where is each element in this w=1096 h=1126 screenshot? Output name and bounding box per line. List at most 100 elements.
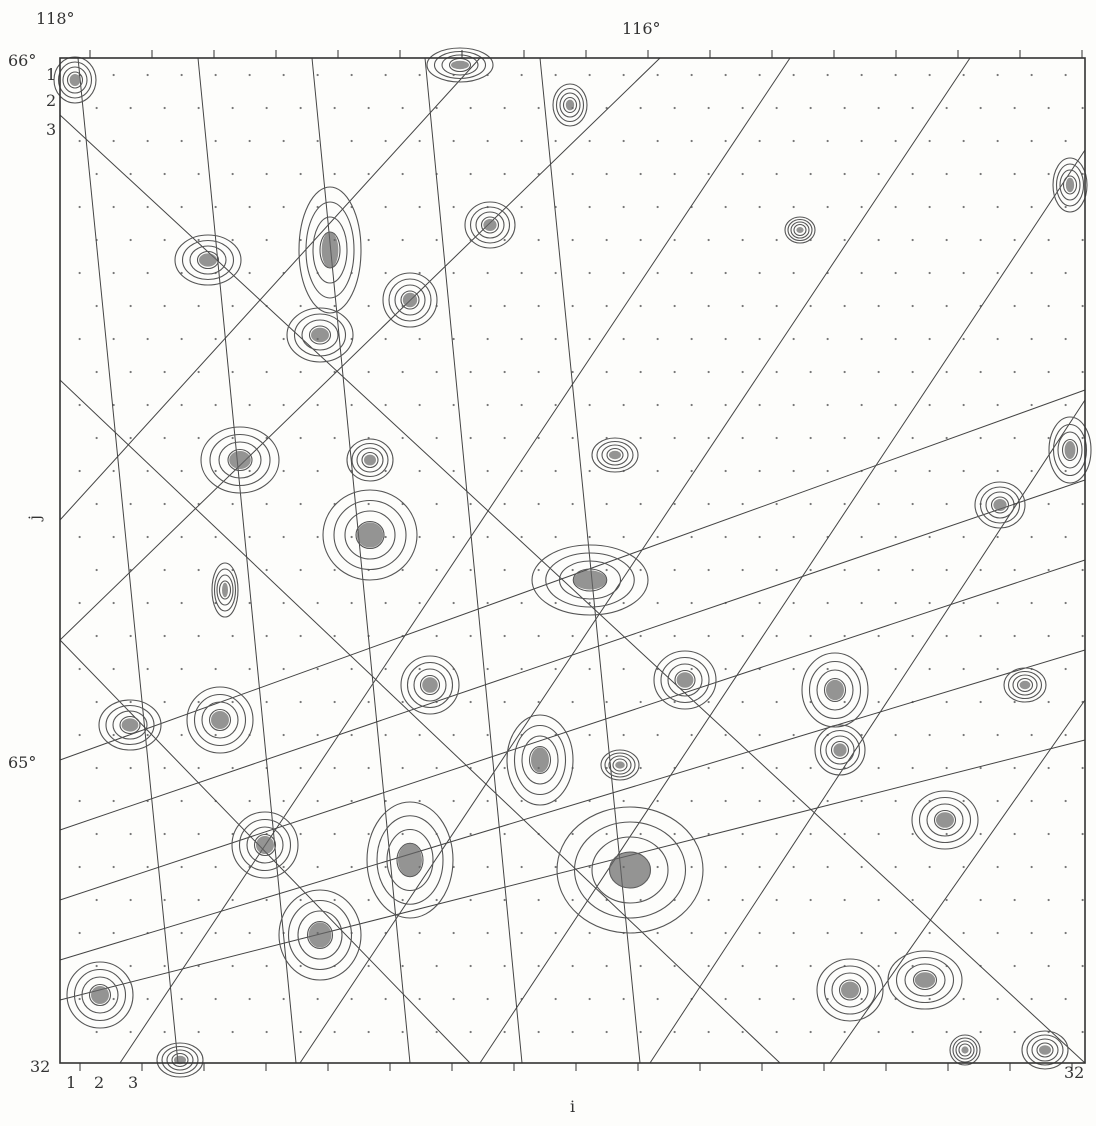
dot (283, 734, 285, 736)
dot (453, 800, 455, 802)
dot (504, 107, 506, 109)
dot (487, 272, 489, 274)
dot (266, 569, 268, 571)
dot (215, 470, 217, 472)
dot (572, 437, 574, 439)
dot (300, 635, 302, 637)
dot (147, 536, 149, 538)
dot (1031, 140, 1033, 142)
dot (1048, 899, 1050, 901)
dot (79, 404, 81, 406)
dot (1031, 272, 1033, 274)
dot (827, 206, 829, 208)
dot (555, 932, 557, 934)
dot (164, 833, 166, 835)
dot (793, 140, 795, 142)
dot (147, 404, 149, 406)
dot (657, 602, 659, 604)
dot (487, 734, 489, 736)
dot (963, 470, 965, 472)
dot (640, 635, 642, 637)
dot (844, 371, 846, 373)
dot (657, 74, 659, 76)
dot (742, 371, 744, 373)
dot (895, 470, 897, 472)
contour-core (403, 293, 417, 307)
dot (181, 404, 183, 406)
dot (606, 173, 608, 175)
dot (861, 998, 863, 1000)
dot (130, 107, 132, 109)
dot (606, 833, 608, 835)
dot (317, 74, 319, 76)
dot (487, 404, 489, 406)
dot (1065, 404, 1067, 406)
dot (317, 536, 319, 538)
dot (130, 899, 132, 901)
dot (708, 1031, 710, 1033)
dot (759, 338, 761, 340)
dot (283, 536, 285, 538)
dot (79, 338, 81, 340)
dot (878, 767, 880, 769)
dot (980, 371, 982, 373)
dot (436, 437, 438, 439)
dot (215, 140, 217, 142)
dot (878, 305, 880, 307)
dot (793, 536, 795, 538)
contour-core (311, 328, 329, 342)
dot (963, 998, 965, 1000)
dot (266, 899, 268, 901)
dot (623, 734, 625, 736)
contour-core (1066, 178, 1074, 192)
dot (895, 536, 897, 538)
dot (385, 998, 387, 1000)
dot (980, 239, 982, 241)
dot (436, 635, 438, 637)
dot (861, 602, 863, 604)
dot (572, 173, 574, 175)
dot (793, 998, 795, 1000)
dot (130, 965, 132, 967)
dot (521, 470, 523, 472)
dot (266, 371, 268, 373)
contour-core (826, 680, 844, 700)
dot (776, 635, 778, 637)
dot (844, 569, 846, 571)
dot (725, 536, 727, 538)
dot (283, 866, 285, 868)
dot (912, 833, 914, 835)
dot (385, 206, 387, 208)
dot (555, 404, 557, 406)
dot (980, 701, 982, 703)
dot (623, 338, 625, 340)
dot (521, 74, 523, 76)
dot (521, 602, 523, 604)
dot (504, 371, 506, 373)
dot (878, 1031, 880, 1033)
dot (232, 437, 234, 439)
dot (946, 503, 948, 505)
dot (232, 1031, 234, 1033)
dot (453, 734, 455, 736)
dot (691, 932, 693, 934)
dot (402, 107, 404, 109)
dot (453, 998, 455, 1000)
dot (317, 404, 319, 406)
dot (776, 305, 778, 307)
dot (963, 800, 965, 802)
dot (759, 932, 761, 934)
dot (997, 602, 999, 604)
dot (334, 1031, 336, 1033)
dot (623, 206, 625, 208)
dot (198, 569, 200, 571)
dot (929, 932, 931, 934)
dot (147, 470, 149, 472)
dot (79, 140, 81, 142)
dot (623, 272, 625, 274)
dot (504, 437, 506, 439)
dot (640, 173, 642, 175)
dot (1065, 734, 1067, 736)
dot (470, 1031, 472, 1033)
dot (997, 140, 999, 142)
